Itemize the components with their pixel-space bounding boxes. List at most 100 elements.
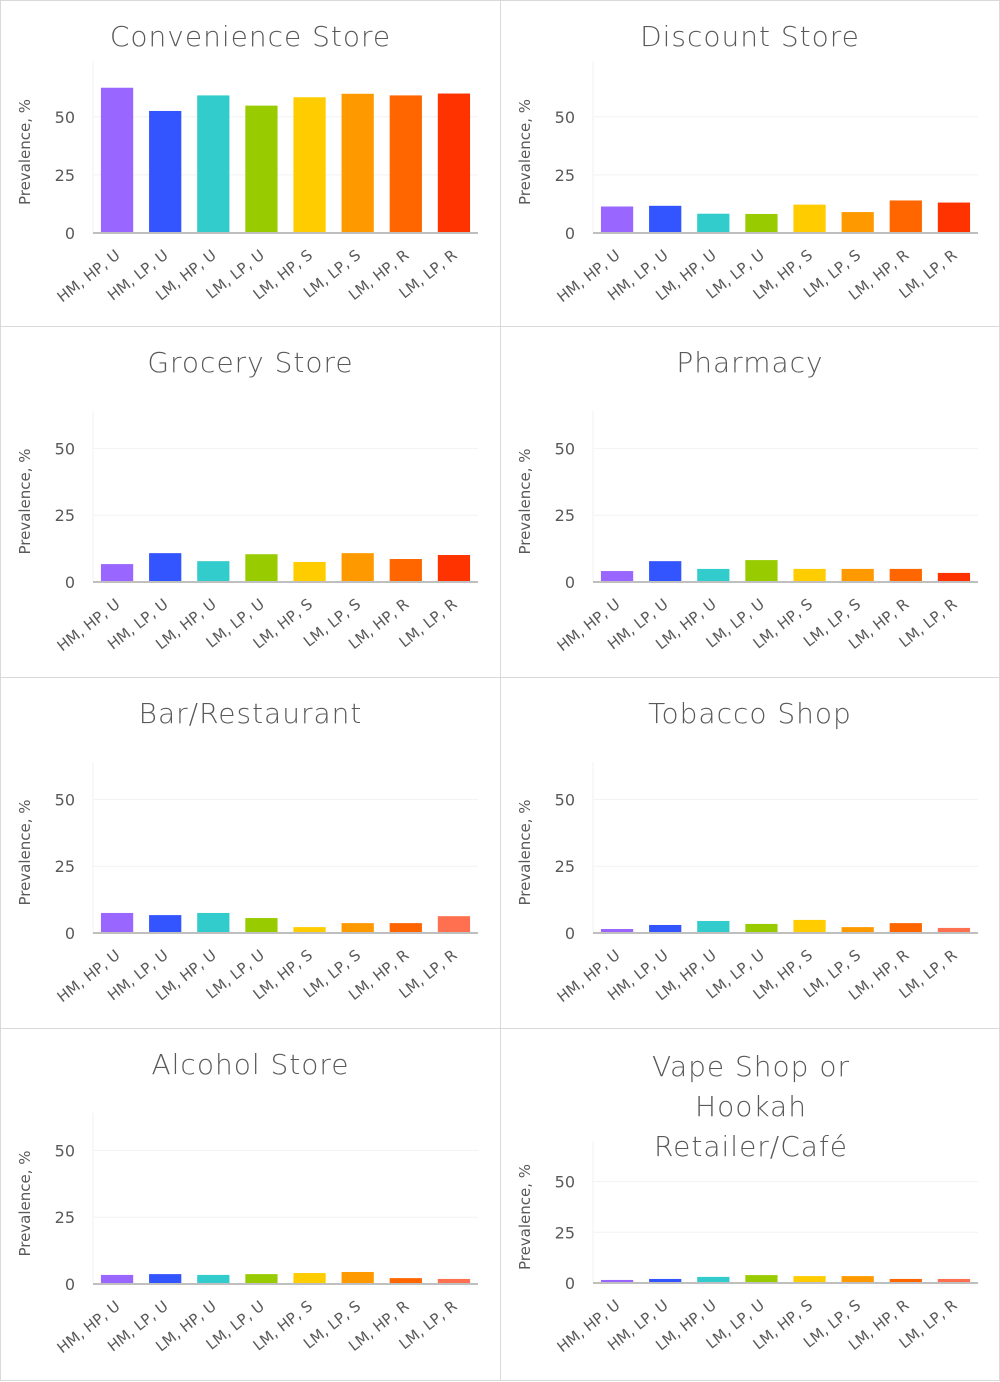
y-tick-label: 0 (65, 924, 75, 943)
bar (389, 923, 422, 933)
y-tick-label: 50 (555, 1173, 575, 1192)
bar (149, 915, 182, 933)
y-tick-label: 0 (565, 224, 575, 243)
chart-title: Vape Shop or Hookah Retailer/Café (651, 1050, 850, 1163)
y-tick-label: 50 (55, 108, 75, 127)
bar (889, 1278, 922, 1283)
bar (697, 568, 730, 582)
bar (841, 212, 874, 233)
bar (437, 1278, 471, 1284)
chart-title: Discount Store (640, 20, 860, 53)
bar (245, 105, 278, 233)
chart-title: Alcohol Store (151, 1048, 350, 1081)
bar (341, 553, 374, 582)
bar (293, 97, 326, 233)
y-axis-label: Prevalence, % (16, 1150, 34, 1256)
bar (745, 1275, 778, 1283)
bar (649, 1278, 682, 1283)
y-tick-label: 50 (55, 1141, 75, 1160)
y-tick-label: 50 (555, 439, 575, 458)
bar (341, 93, 374, 233)
bar (100, 87, 134, 233)
chart-title: Convenience Store (109, 20, 392, 53)
y-tick-label: 50 (55, 790, 75, 809)
bar (100, 1274, 134, 1284)
bar (793, 204, 826, 233)
y-tick-label: 50 (55, 439, 75, 458)
bar (341, 923, 374, 933)
bar (437, 916, 471, 933)
bar (841, 927, 874, 933)
y-axis-label: Prevalence, % (516, 799, 534, 905)
bar (697, 213, 730, 233)
bar (149, 110, 182, 233)
y-tick-label: 25 (555, 166, 575, 185)
bar (793, 568, 826, 582)
chart-panel: 0 25 50 Prevalence, % HM, HP, U HM, LP, U LM, … (500, 0, 1000, 327)
bar (841, 568, 874, 582)
y-tick-label: 25 (555, 1223, 575, 1242)
chart-panel: 0 25 50 Prevalence, % HM, HP, U HM, LP, U LM, … (500, 326, 1000, 678)
y-axis-label: Prevalence, % (16, 99, 34, 205)
y-tick-label: 0 (565, 573, 575, 592)
bar (649, 205, 682, 233)
bar (889, 200, 922, 233)
bar (100, 912, 134, 933)
bar (389, 95, 422, 234)
bar (745, 560, 778, 582)
bar (293, 561, 326, 582)
chart-title: Bar/Restaurant (138, 697, 363, 730)
bar (600, 1279, 634, 1283)
y-tick-label: 25 (55, 506, 75, 525)
y-tick-label: 0 (565, 1274, 575, 1293)
y-tick-label: 25 (555, 506, 575, 525)
chart-title: Tobacco Shop (648, 697, 852, 730)
y-axis-label: Prevalence, % (516, 1164, 534, 1270)
y-tick-label: 25 (55, 166, 75, 185)
bar (293, 927, 326, 933)
chart-title: Pharmacy (676, 346, 824, 379)
y-tick-label: 50 (555, 108, 575, 127)
y-axis-label: Prevalence, % (516, 448, 534, 554)
bar (437, 93, 471, 233)
bar (600, 571, 634, 582)
y-tick-label: 0 (65, 573, 75, 592)
bar (649, 561, 682, 582)
bar (245, 918, 278, 933)
bar (197, 912, 230, 933)
bar (245, 1274, 278, 1284)
bar (793, 1276, 826, 1283)
bar (600, 928, 634, 933)
chart-panel: 0 25 50 Prevalence, % HM, HP, U HM, LP, U LM, … (0, 0, 501, 327)
bar (889, 923, 922, 933)
bar (697, 1276, 730, 1283)
bar (937, 202, 971, 233)
bar (745, 923, 778, 933)
chart-panel: 0 25 50 Prevalence, % HM, HP, U HM, LP, U LM, … (500, 677, 1000, 1029)
bar (793, 919, 826, 933)
bar (149, 553, 182, 582)
chart-panel: 0 25 50 Prevalence, % HM, HP, U HM, LP, U LM, … (0, 326, 501, 678)
y-tick-label: 0 (565, 924, 575, 943)
chart-panel: 0 25 50 Prevalence, % HM, HP, U HM, LP, U LM, … (500, 1028, 1000, 1381)
bar (197, 561, 230, 582)
bar (600, 206, 634, 233)
bar (197, 1274, 230, 1284)
bar (437, 555, 471, 582)
bar (937, 572, 971, 582)
chart-title: Grocery Store (147, 346, 354, 379)
chart-panel: 0 25 50 Prevalence, % HM, HP, U HM, LP, U LM, … (0, 677, 501, 1029)
y-axis-label: Prevalence, % (16, 799, 34, 905)
bar (389, 1278, 422, 1284)
bar (149, 1274, 182, 1284)
y-tick-label: 25 (555, 857, 575, 876)
